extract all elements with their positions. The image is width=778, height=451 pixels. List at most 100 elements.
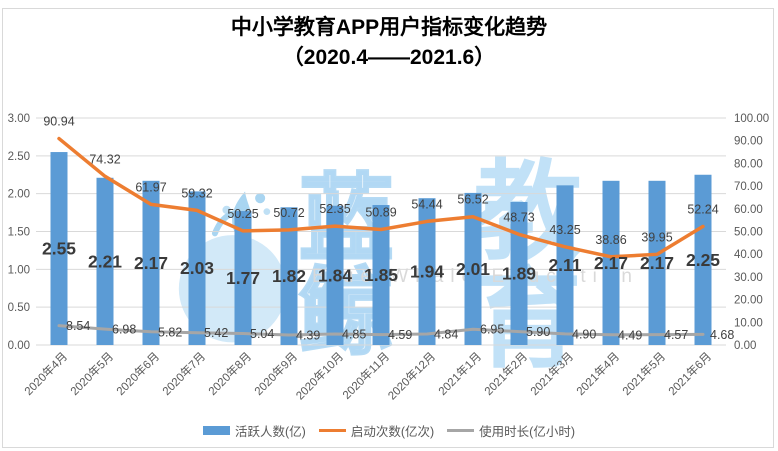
bar-data-label: 1.89 xyxy=(502,263,536,283)
bar xyxy=(142,180,160,345)
bar-data-label: 2.17 xyxy=(640,253,674,273)
x-axis-label: 2021年5月 xyxy=(619,349,668,398)
left-axis-tick-label: 0.50 xyxy=(8,302,30,314)
right-axis-tick-label: 20.00 xyxy=(734,295,763,307)
line-usage-duration xyxy=(57,324,705,337)
right-axis-tick-label: 70.00 xyxy=(734,181,763,193)
chart-legend: 活跃人数(亿) 启动次数(亿次) 使用时长(亿小时) xyxy=(0,421,778,440)
x-axis-label: 2021年6月 xyxy=(665,349,714,398)
bar-data-label: 2.01 xyxy=(456,259,490,279)
x-axis-label: 2021年4月 xyxy=(573,349,622,398)
legend-item: 活跃人数(亿) xyxy=(203,421,306,440)
right-axis-tick-label: 40.00 xyxy=(734,249,763,261)
bar xyxy=(326,205,344,345)
x-axis-label: 2020年4月 xyxy=(21,349,70,398)
legend-item: 使用时长(亿小时) xyxy=(447,421,575,440)
legend-label: 活跃人数(亿) xyxy=(235,425,306,439)
line-data-label: 4.90 xyxy=(572,327,596,341)
bar-data-label: 2.55 xyxy=(42,239,76,259)
bar-data-label: 2.25 xyxy=(686,250,720,270)
bar xyxy=(372,205,390,345)
line-data-label: 4.59 xyxy=(388,328,412,342)
line-data-label: 59.32 xyxy=(181,186,212,200)
line-data-label: 90.94 xyxy=(43,115,74,129)
line-data-label: 50.89 xyxy=(365,205,396,219)
line-data-label: 56.52 xyxy=(457,193,488,207)
line-data-label: 52.35 xyxy=(319,202,350,216)
x-axis-label: 2020年12月 xyxy=(385,349,438,402)
line-data-label: 43.25 xyxy=(549,223,580,237)
line-data-label: 50.25 xyxy=(227,207,258,221)
chart-title-line2: （2020.4——2021.6） xyxy=(282,46,496,69)
right-axis-tick-label: 60.00 xyxy=(734,204,763,216)
line-data-label: 54.44 xyxy=(411,197,442,211)
bar-data-label: 2.03 xyxy=(180,258,214,278)
bar xyxy=(510,201,528,345)
x-axis-label: 2020年6月 xyxy=(113,349,162,398)
bar-data-label: 2.17 xyxy=(134,253,168,273)
right-axis-tick-label: 0.00 xyxy=(734,340,756,352)
left-axis-tick-label: 1.50 xyxy=(8,227,30,239)
line-data-label: 52.24 xyxy=(687,202,718,216)
bar xyxy=(648,180,666,345)
legend-label: 启动次数(亿次) xyxy=(350,425,435,439)
legend-bar-swatch xyxy=(203,426,230,435)
bar xyxy=(96,177,114,345)
line-data-label: 4.85 xyxy=(342,327,366,341)
bar-data-label: 2.21 xyxy=(88,251,122,271)
bar xyxy=(694,174,712,345)
bar xyxy=(418,198,436,345)
bar-data-label: 1.94 xyxy=(410,262,444,282)
left-axis-tick-label: 2.50 xyxy=(8,151,30,163)
line-data-label: 4.39 xyxy=(296,329,320,343)
x-axis-label: 2020年7月 xyxy=(159,349,208,398)
line-data-label: 5.42 xyxy=(204,326,228,340)
bar xyxy=(464,192,482,345)
bar xyxy=(556,185,574,345)
line-data-label: 5.90 xyxy=(526,325,550,339)
right-axis-tick-label: 10.00 xyxy=(734,317,763,329)
line-data-label: 50.72 xyxy=(273,206,304,220)
x-axis-label: 2021年3月 xyxy=(527,349,576,398)
line-data-label: 74.32 xyxy=(89,152,120,166)
line-launch-count xyxy=(57,136,705,259)
legend-line-swatch xyxy=(318,429,346,432)
left-axis-tick-label: 0.00 xyxy=(8,340,30,352)
left-axis-tick-label: 3.00 xyxy=(8,113,30,125)
line-data-label: 4.57 xyxy=(664,328,688,342)
x-axis-label: 2021年2月 xyxy=(481,349,530,398)
line-data-label: 4.68 xyxy=(710,328,734,342)
line-data-label: 5.82 xyxy=(158,325,182,339)
x-axis-label: 2020年10月 xyxy=(293,349,346,402)
right-axis-tick-label: 50.00 xyxy=(734,227,763,239)
line-data-label: 48.73 xyxy=(503,210,534,224)
line-data-label: 6.98 xyxy=(112,323,136,337)
legend-label: 使用时长(亿小时) xyxy=(479,425,575,439)
x-axis-label: 2021年1月 xyxy=(435,349,484,398)
bar xyxy=(50,152,68,345)
right-axis-tick-label: 30.00 xyxy=(734,272,763,284)
bar-data-label: 1.84 xyxy=(318,265,352,285)
left-axis-tick-label: 2.00 xyxy=(8,189,30,201)
bar-data-label: 1.85 xyxy=(364,265,398,285)
bar-data-label: 2.11 xyxy=(548,255,581,275)
legend-item: 启动次数(亿次) xyxy=(318,421,435,440)
chart-title: 中小学教育APP用户指标变化趋势 （2020.4——2021.6） xyxy=(0,13,778,73)
legend-line-swatch xyxy=(447,429,475,432)
line-data-label: 6.95 xyxy=(480,323,504,337)
bar xyxy=(602,180,620,345)
x-axis-label: 2020年11月 xyxy=(339,349,392,402)
line-data-label: 8.54 xyxy=(66,319,90,333)
chart-title-line1: 中小学教育APP用户指标变化趋势 xyxy=(230,16,548,39)
bar-data-label: 1.82 xyxy=(272,266,306,286)
x-axis-label: 2020年5月 xyxy=(67,349,116,398)
right-axis-tick-label: 100.00 xyxy=(734,113,769,125)
line-data-label: 61.97 xyxy=(135,180,166,194)
x-axis-label: 2020年9月 xyxy=(251,349,300,398)
bar-data-label: 1.77 xyxy=(226,268,260,288)
right-axis-tick-label: 90.00 xyxy=(734,136,763,148)
line-data-label: 5.04 xyxy=(250,327,274,341)
right-axis-tick-label: 80.00 xyxy=(734,158,763,170)
x-axis-label: 2020年8月 xyxy=(205,349,254,398)
left-axis-tick-label: 1.00 xyxy=(8,264,30,276)
